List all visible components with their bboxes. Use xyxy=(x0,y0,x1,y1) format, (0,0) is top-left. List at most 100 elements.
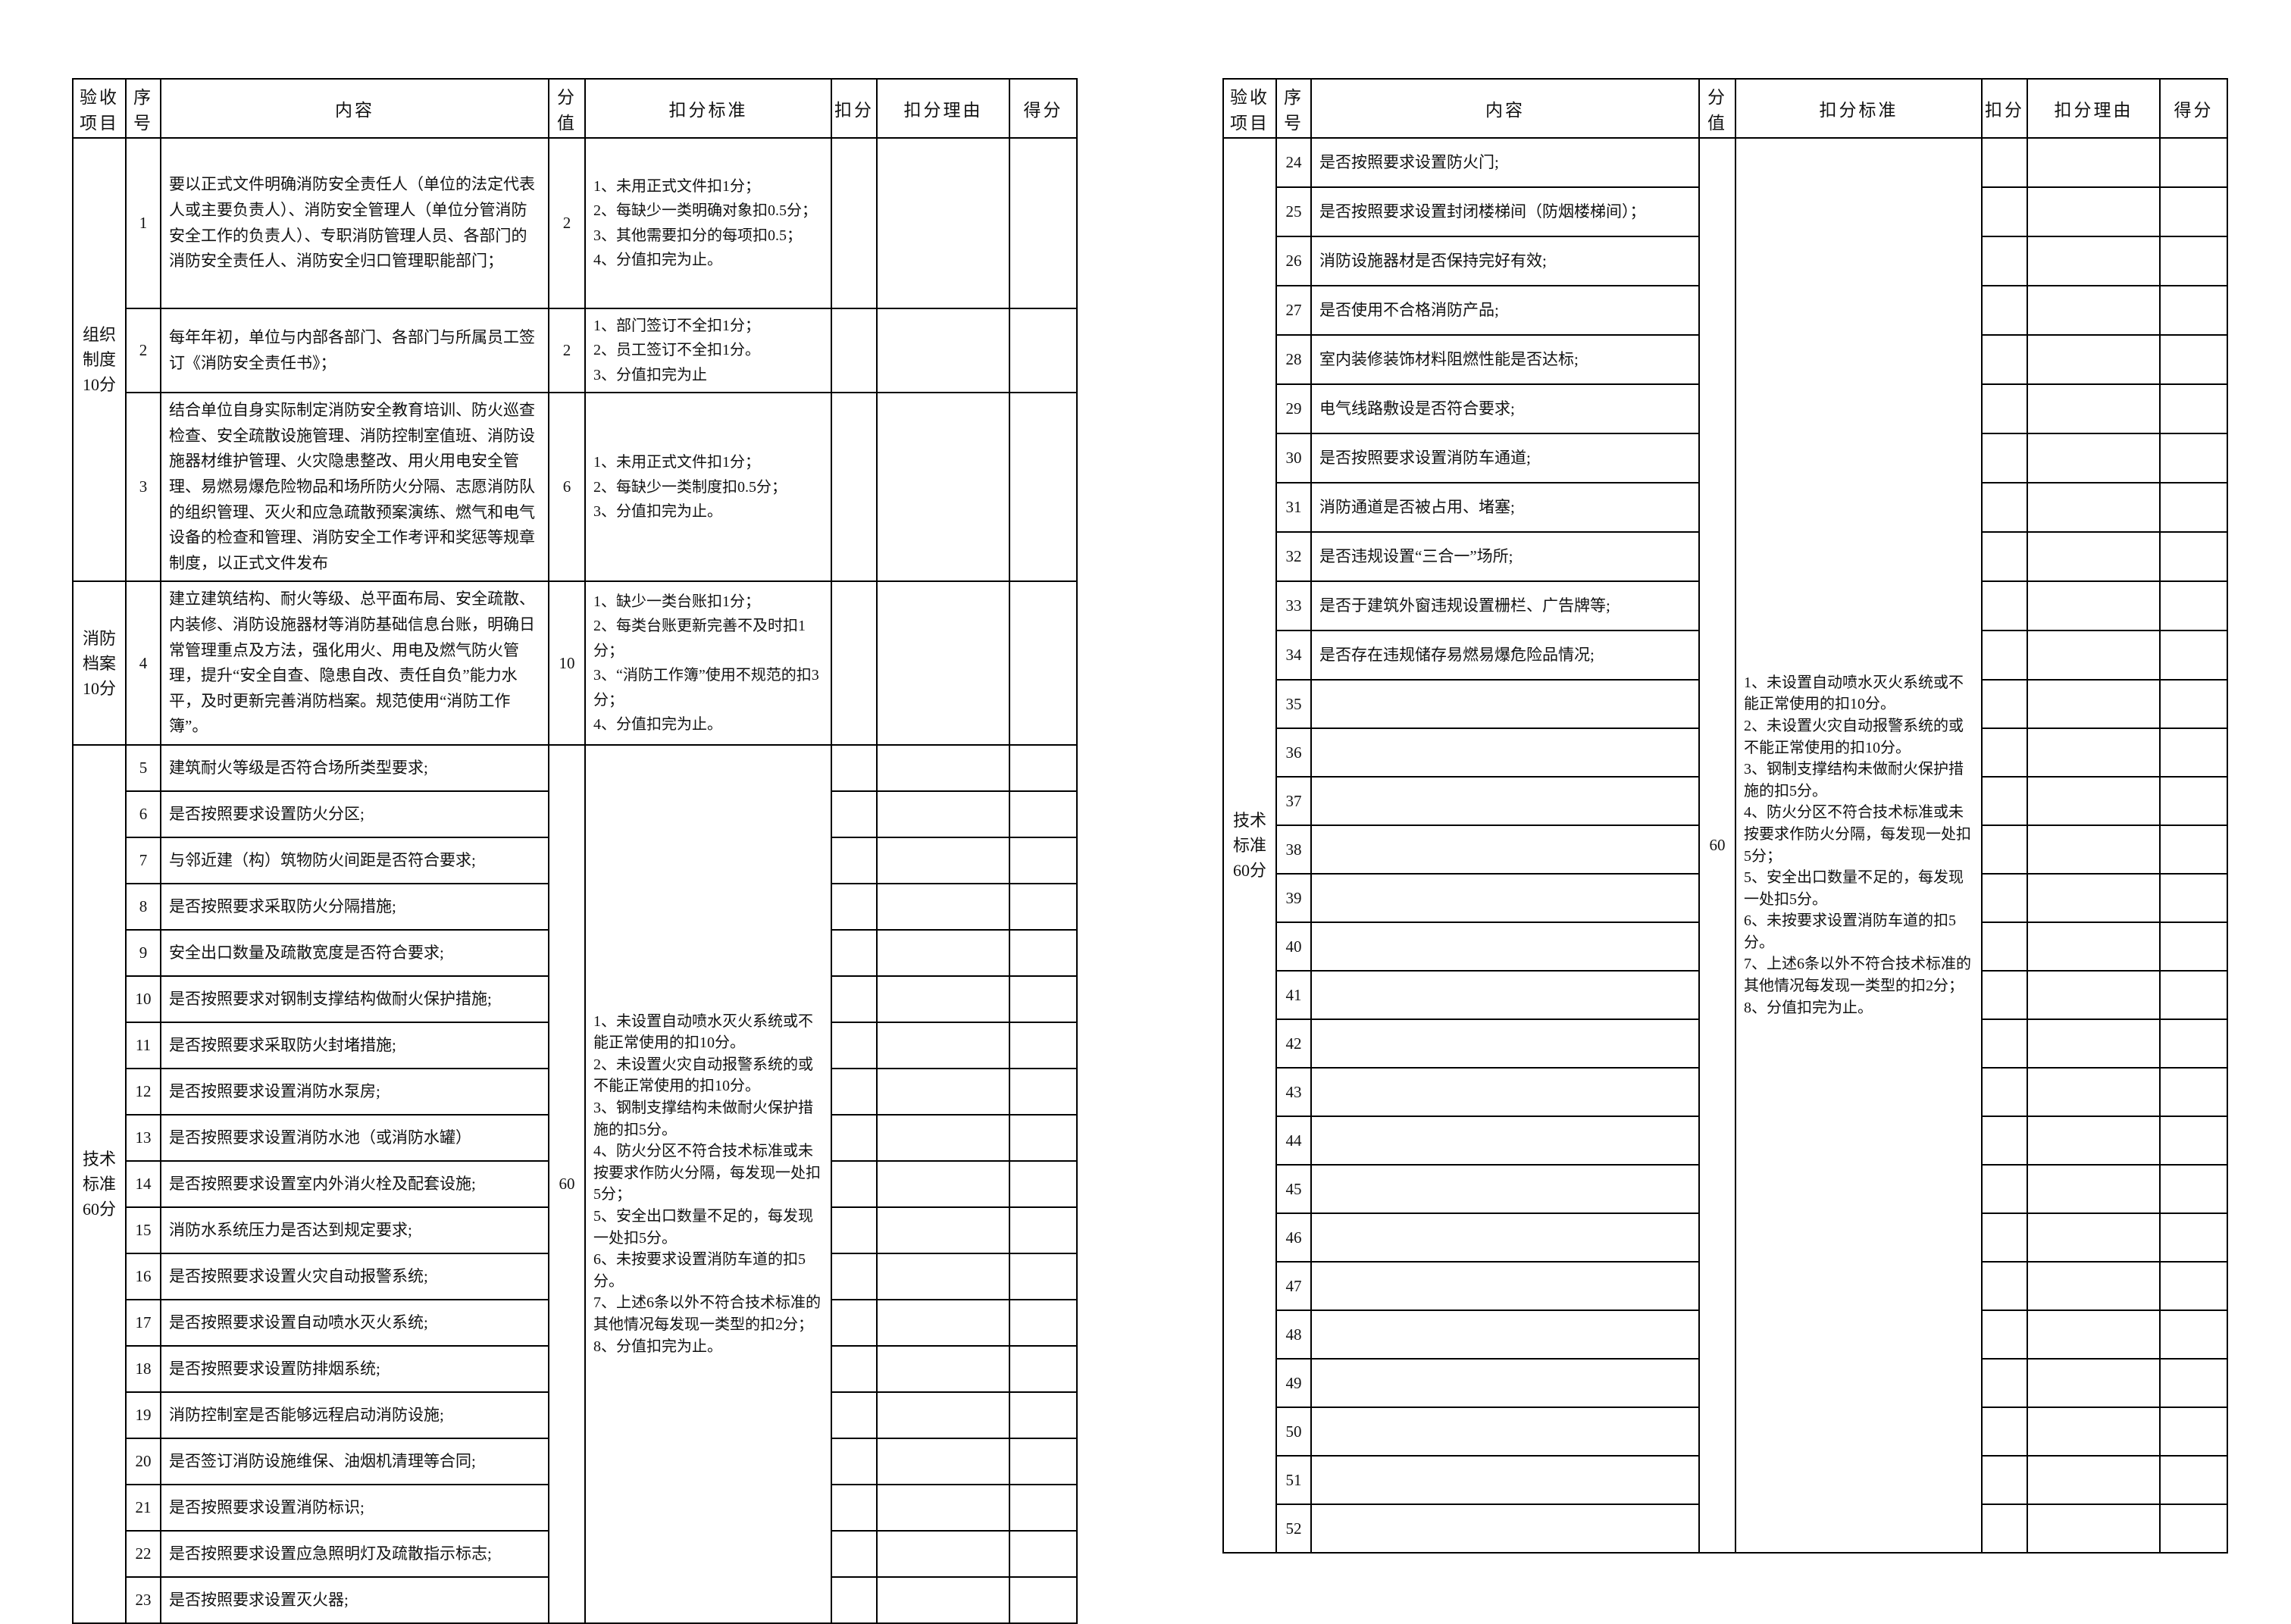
deduction-cell[interactable] xyxy=(1981,482,2028,533)
deduction-cell[interactable] xyxy=(1981,433,2028,483)
score-got-cell[interactable] xyxy=(1009,928,1078,977)
deduction-reason-cell[interactable] xyxy=(2027,1261,2161,1311)
deduction-cell[interactable] xyxy=(831,307,878,394)
deduction-cell[interactable] xyxy=(1981,137,2028,188)
deduction-reason-cell[interactable] xyxy=(876,1159,1010,1208)
deduction-reason-cell[interactable] xyxy=(2027,531,2161,582)
deduction-reason-cell[interactable] xyxy=(876,928,1010,977)
deduction-reason-cell[interactable] xyxy=(2027,580,2161,631)
deduction-cell[interactable] xyxy=(831,975,878,1023)
deduction-cell[interactable] xyxy=(1981,383,2028,434)
deduction-cell[interactable] xyxy=(831,1437,878,1485)
score-got-cell[interactable] xyxy=(2159,1116,2228,1166)
score-got-cell[interactable] xyxy=(2159,1358,2228,1408)
score-got-cell[interactable] xyxy=(2159,1455,2228,1505)
deduction-reason-cell[interactable] xyxy=(2027,383,2161,434)
deduction-reason-cell[interactable] xyxy=(876,307,1010,394)
score-got-cell[interactable] xyxy=(2159,482,2228,533)
deduction-cell[interactable] xyxy=(831,790,878,838)
deduction-reason-cell[interactable] xyxy=(876,1113,1010,1162)
deduction-cell[interactable] xyxy=(831,1159,878,1208)
score-got-cell[interactable] xyxy=(1009,1483,1078,1532)
deduction-cell[interactable] xyxy=(1981,970,2028,1020)
score-got-cell[interactable] xyxy=(2159,580,2228,631)
deduction-cell[interactable] xyxy=(1981,873,2028,923)
score-got-cell[interactable] xyxy=(1009,137,1078,309)
deduction-reason-cell[interactable] xyxy=(2027,334,2161,385)
score-got-cell[interactable] xyxy=(2159,1261,2228,1311)
deduction-cell[interactable] xyxy=(831,928,878,977)
score-got-cell[interactable] xyxy=(2159,922,2228,972)
deduction-cell[interactable] xyxy=(831,392,878,583)
deduction-reason-cell[interactable] xyxy=(2027,1116,2161,1166)
deduction-reason-cell[interactable] xyxy=(876,137,1010,309)
deduction-reason-cell[interactable] xyxy=(2027,728,2161,778)
score-got-cell[interactable] xyxy=(2159,285,2228,336)
deduction-cell[interactable] xyxy=(831,1575,878,1624)
deduction-reason-cell[interactable] xyxy=(876,580,1010,746)
deduction-reason-cell[interactable] xyxy=(2027,970,2161,1020)
score-got-cell[interactable] xyxy=(1009,1252,1078,1300)
deduction-reason-cell[interactable] xyxy=(876,836,1010,884)
deduction-reason-cell[interactable] xyxy=(2027,236,2161,286)
score-got-cell[interactable] xyxy=(1009,1298,1078,1347)
deduction-reason-cell[interactable] xyxy=(2027,1504,2161,1554)
deduction-reason-cell[interactable] xyxy=(2027,1164,2161,1214)
deduction-reason-cell[interactable] xyxy=(2027,873,2161,923)
score-got-cell[interactable] xyxy=(2159,1213,2228,1263)
deduction-reason-cell[interactable] xyxy=(2027,1358,2161,1408)
score-got-cell[interactable] xyxy=(2159,679,2228,729)
score-got-cell[interactable] xyxy=(1009,580,1078,746)
score-got-cell[interactable] xyxy=(2159,236,2228,286)
deduction-reason-cell[interactable] xyxy=(2027,1407,2161,1457)
deduction-reason-cell[interactable] xyxy=(2027,137,2161,188)
score-got-cell[interactable] xyxy=(2159,1067,2228,1117)
score-got-cell[interactable] xyxy=(1009,1391,1078,1439)
deduction-reason-cell[interactable] xyxy=(2027,1455,2161,1505)
deduction-cell[interactable] xyxy=(1981,1213,2028,1263)
deduction-cell[interactable] xyxy=(1981,186,2028,237)
deduction-reason-cell[interactable] xyxy=(876,1344,1010,1393)
deduction-cell[interactable] xyxy=(831,1021,878,1069)
deduction-reason-cell[interactable] xyxy=(876,1206,1010,1254)
deduction-reason-cell[interactable] xyxy=(2027,285,2161,336)
score-got-cell[interactable] xyxy=(2159,776,2228,826)
score-got-cell[interactable] xyxy=(2159,825,2228,875)
score-got-cell[interactable] xyxy=(1009,1206,1078,1254)
deduction-cell[interactable] xyxy=(831,580,878,746)
score-got-cell[interactable] xyxy=(2159,1407,2228,1457)
deduction-cell[interactable] xyxy=(831,1391,878,1439)
deduction-cell[interactable] xyxy=(1981,334,2028,385)
score-got-cell[interactable] xyxy=(1009,1067,1078,1116)
deduction-reason-cell[interactable] xyxy=(876,1529,1010,1578)
deduction-cell[interactable] xyxy=(831,137,878,309)
deduction-reason-cell[interactable] xyxy=(876,882,1010,931)
deduction-reason-cell[interactable] xyxy=(876,1575,1010,1624)
deduction-cell[interactable] xyxy=(831,1206,878,1254)
deduction-cell[interactable] xyxy=(1981,1019,2028,1069)
score-got-cell[interactable] xyxy=(1009,1113,1078,1162)
deduction-reason-cell[interactable] xyxy=(876,1483,1010,1532)
score-got-cell[interactable] xyxy=(2159,531,2228,582)
score-got-cell[interactable] xyxy=(2159,1504,2228,1554)
deduction-reason-cell[interactable] xyxy=(876,392,1010,583)
score-got-cell[interactable] xyxy=(2159,728,2228,778)
deduction-cell[interactable] xyxy=(1981,531,2028,582)
score-got-cell[interactable] xyxy=(2159,630,2228,681)
deduction-cell[interactable] xyxy=(831,1344,878,1393)
score-got-cell[interactable] xyxy=(2159,433,2228,483)
deduction-cell[interactable] xyxy=(831,836,878,884)
deduction-reason-cell[interactable] xyxy=(2027,433,2161,483)
deduction-cell[interactable] xyxy=(1981,776,2028,826)
deduction-cell[interactable] xyxy=(1981,236,2028,286)
deduction-reason-cell[interactable] xyxy=(2027,776,2161,826)
deduction-cell[interactable] xyxy=(1981,285,2028,336)
deduction-reason-cell[interactable] xyxy=(876,790,1010,838)
deduction-cell[interactable] xyxy=(831,743,878,792)
deduction-cell[interactable] xyxy=(1981,679,2028,729)
score-got-cell[interactable] xyxy=(1009,882,1078,931)
score-got-cell[interactable] xyxy=(2159,1019,2228,1069)
score-got-cell[interactable] xyxy=(2159,1310,2228,1360)
deduction-reason-cell[interactable] xyxy=(2027,1310,2161,1360)
deduction-cell[interactable] xyxy=(1981,1164,2028,1214)
